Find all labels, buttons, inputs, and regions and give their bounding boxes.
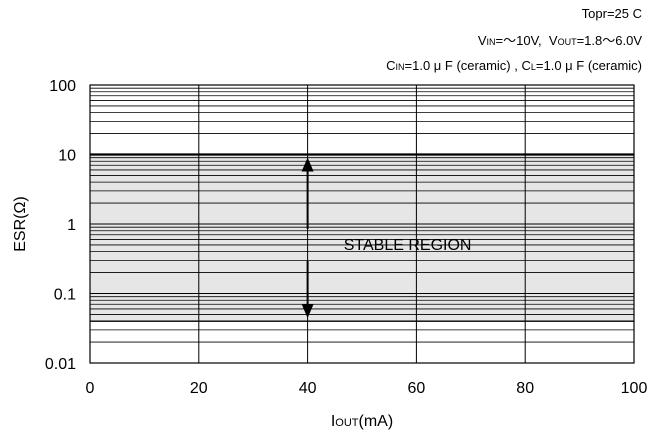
arrow-layer (301, 157, 314, 319)
vout-subscript: OUT (557, 37, 577, 47)
vin-text: =～10V, (495, 33, 542, 48)
x-tick-label: 0 (86, 380, 95, 397)
x-tick-label: 60 (408, 380, 426, 397)
vin-subscript: IN (486, 37, 496, 47)
x-tick-label: 40 (299, 380, 317, 397)
grid-layer (89, 84, 635, 364)
x-tick-label: 100 (621, 380, 648, 397)
tick-label-layer: STABLE REGION 0 20 40 60 80 100 100 10 1 0.1 0.01 ES… (12, 78, 647, 430)
x-axis-title-subscript: OUT (335, 417, 359, 429)
x-axis-title-prefix: I (331, 413, 335, 430)
condition-capacitor: CIN=1.0 μ F (ceramic) , CL=1.0 μ F (cera… (386, 58, 642, 73)
cin-subscript: IN (395, 62, 405, 72)
vout-prefix: V (548, 33, 558, 48)
y-tick-label: 0.01 (45, 356, 76, 373)
cl-text: =1.0 μ F (ceramic) (535, 58, 642, 73)
vin-prefix: V (477, 33, 487, 48)
plot-frame (89, 84, 635, 364)
condition-temperature: Topr=25 C (582, 6, 642, 21)
x-tick-label: 20 (190, 380, 208, 397)
arrow-up-head (301, 157, 314, 172)
cl-prefix: C (521, 58, 531, 73)
y-tick-label: 10 (58, 148, 76, 165)
condition-voltage: VIN=～10V, VOUT=1.8～6.0V (478, 30, 642, 49)
cin-prefix: C (386, 58, 396, 73)
x-tick-label: 80 (516, 380, 534, 397)
y-tick-label: 0.1 (54, 287, 76, 304)
vout-text: =1.8～6.0V (576, 33, 642, 48)
cl-subscript: L (530, 62, 536, 72)
y-tick-label: 100 (49, 78, 76, 95)
y-tick-label: 1 (67, 217, 76, 234)
y-axis-title: ESR(Ω) (12, 196, 29, 252)
stable-region-label: STABLE REGION (344, 237, 472, 254)
x-axis-title: IOUT(mA) (331, 413, 393, 430)
condition-temperature-text: Topr=25 C (581, 6, 642, 21)
cin-text: =1.0 μ F (ceramic) , (404, 58, 518, 73)
arrow-down-head (301, 304, 314, 319)
x-axis-title-suffix: (mA) (359, 413, 394, 430)
